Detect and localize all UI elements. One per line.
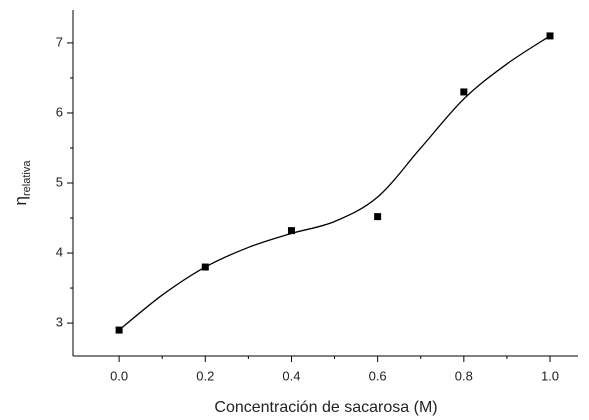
y-tick-label: 3 <box>56 315 63 330</box>
x-tick-label: 0.6 <box>369 368 387 383</box>
y-tick-label: 4 <box>56 244 63 259</box>
y-axis-label-group: ηrelativa <box>11 160 32 206</box>
x-axis-label: Concentración de sacarosa (M) <box>214 399 437 416</box>
y-axis-label: ηrelativa <box>11 160 32 206</box>
y-tick-label: 6 <box>56 104 63 119</box>
data-point <box>287 227 295 235</box>
y-tick-label: 7 <box>56 34 63 49</box>
data-point <box>546 32 554 40</box>
x-tick-label: 0.8 <box>455 368 473 383</box>
x-tick-label: 0.2 <box>196 368 214 383</box>
x-tick-label: 1.0 <box>541 368 559 383</box>
x-tick-label: 0.0 <box>110 368 128 383</box>
x-tick-label: 0.4 <box>282 368 300 383</box>
y-label-main: η <box>11 196 30 205</box>
y-label-sub: relativa <box>21 160 33 196</box>
data-point <box>374 213 382 221</box>
y-tick-label: 5 <box>56 174 63 189</box>
fit-curve <box>118 35 551 331</box>
data-point <box>460 88 468 96</box>
